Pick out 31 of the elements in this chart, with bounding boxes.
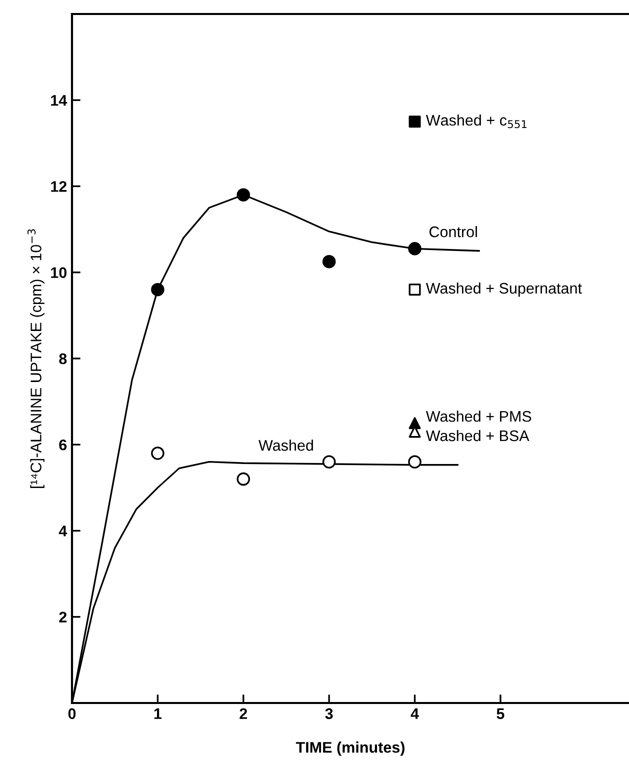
x-tick-label: 2 bbox=[240, 708, 248, 719]
series-label: Washed + c$_{551}$ bbox=[426, 114, 527, 128]
x-tick-label: 1 bbox=[154, 708, 162, 719]
point bbox=[236, 188, 250, 202]
point bbox=[151, 446, 164, 460]
point bbox=[408, 242, 422, 256]
x-axis-title: TIME (minutes) bbox=[296, 742, 404, 756]
y-tick-label: 14 bbox=[51, 95, 68, 106]
point bbox=[151, 282, 164, 296]
series-label: Washed + PMS bbox=[426, 410, 532, 422]
point bbox=[408, 116, 421, 128]
series-label: Washed + BSA bbox=[426, 430, 530, 442]
annotation: Control bbox=[429, 226, 477, 238]
point bbox=[408, 455, 422, 468]
x-tick-label: 0 bbox=[68, 708, 76, 720]
y-tick-label: 6 bbox=[59, 439, 67, 450]
y-tick-label: 2 bbox=[59, 612, 67, 622]
annotation: Washed bbox=[258, 440, 313, 451]
point bbox=[408, 284, 421, 296]
y-tick-label: 8 bbox=[59, 353, 67, 364]
y-tick-label: 10 bbox=[51, 267, 67, 278]
y-tick-label: 4 bbox=[58, 526, 68, 536]
y-tick-label: 12 bbox=[51, 181, 67, 192]
x-tick-label: 5 bbox=[496, 708, 504, 720]
y-axis-title: [¹⁴C]-ALANINE UPTAKE (cpm) × 10$^{−3}$ bbox=[27, 229, 44, 488]
x-tick-label: 4 bbox=[410, 708, 419, 719]
point bbox=[322, 455, 336, 468]
point bbox=[236, 472, 250, 486]
point bbox=[322, 254, 336, 268]
x-tick-label: 3 bbox=[325, 708, 333, 720]
series-label: Washed + Supernatant bbox=[426, 282, 582, 297]
